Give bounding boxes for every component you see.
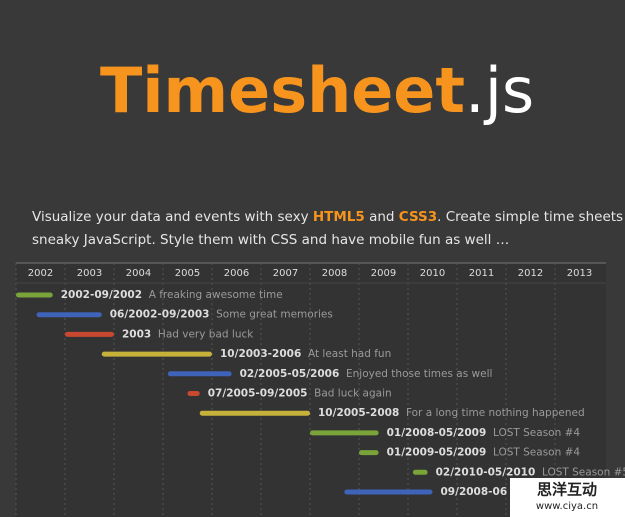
task-label: 2002-09/2002 A freaking awesome time	[61, 289, 283, 301]
intro-text: Visualize your data and events with sexy	[32, 209, 313, 225]
task-description: LOST Season #5	[542, 466, 625, 478]
task-date: 01/2009-05/2009	[387, 447, 487, 459]
x-tick-label: 2010	[420, 268, 445, 279]
x-tick-label: 2012	[518, 268, 543, 279]
x-tick-label: 2004	[126, 268, 151, 279]
task-label: 07/2005-09/2005 Bad luck again	[208, 388, 392, 400]
task-date: 10/2003-2006	[220, 348, 301, 360]
x-tick-label: 2009	[371, 268, 396, 279]
watermark-name: 思洋互动	[537, 481, 597, 499]
task-description: For a long time nothing happened	[406, 407, 585, 419]
x-tick-label: 2002	[28, 268, 53, 279]
x-tick-label: 2011	[469, 268, 494, 279]
task-label: 09/2008-06	[441, 486, 508, 498]
task-description: LOST Season #4	[493, 447, 580, 459]
task-bar	[199, 410, 310, 416]
task-bar	[359, 450, 379, 456]
task-description: Had very bad luck	[158, 328, 254, 340]
task-date: 2003	[122, 328, 151, 340]
watermark-url: www.ciya.cn	[536, 501, 598, 512]
task-bar	[412, 469, 428, 475]
task-date: 01/2008-05/2009	[387, 427, 487, 439]
x-tick-label: 2005	[175, 268, 200, 279]
task-label: 01/2009-05/2009 LOST Season #4	[387, 447, 581, 459]
task-bar	[310, 430, 379, 436]
task-date: 02/2010-05/2010	[436, 466, 536, 478]
intro-highlight: CSS3	[399, 209, 437, 225]
intro-highlight: HTML5	[313, 209, 365, 225]
task-label: 2003 Had very bad luck	[122, 328, 254, 340]
x-tick-label: 2007	[273, 268, 298, 279]
task-bar	[101, 351, 212, 357]
task-label: 06/2002-09/2003 Some great memories	[110, 309, 333, 321]
intro-line: Visualize your data and events with sexy…	[32, 209, 625, 225]
watermark-box	[510, 478, 625, 517]
task-label: 01/2008-05/2009 LOST Season #4	[387, 427, 581, 439]
x-tick-label: 2003	[77, 268, 102, 279]
task-bar	[344, 489, 433, 495]
intro-text: and	[365, 209, 399, 225]
task-bar	[16, 292, 53, 298]
task-description: At least had fun	[308, 348, 391, 360]
task-description: Some great memories	[216, 309, 333, 321]
logo: Timesheet.js	[100, 54, 534, 127]
task-description: A freaking awesome time	[149, 289, 283, 301]
task-label: 10/2005-2008 For a long time nothing hap…	[318, 407, 585, 419]
task-date: 10/2005-2008	[318, 407, 399, 419]
task-label: 10/2003-2006 At least had fun	[220, 348, 391, 360]
intro-text: . Create simple time sheets with	[437, 209, 625, 225]
task-date: 09/2008-06	[441, 486, 508, 498]
task-description: Bad luck again	[314, 388, 392, 400]
logo-suffix: .js	[465, 54, 534, 127]
task-bar	[167, 371, 232, 377]
task-bar	[187, 391, 200, 396]
task-bar	[65, 331, 114, 337]
task-description: Enjoyed those times as well	[346, 368, 492, 380]
intro-text: sneaky JavaScript. Style them with CSS a…	[32, 232, 509, 248]
task-description: LOST Season #4	[493, 427, 580, 439]
task-bar	[36, 312, 102, 318]
task-date: 2002-09/2002	[61, 289, 142, 301]
intro-line: sneaky JavaScript. Style them with CSS a…	[32, 232, 509, 248]
task-date: 07/2005-09/2005	[208, 388, 308, 400]
task-date: 06/2002-09/2003	[110, 309, 210, 321]
x-tick-label: 2013	[567, 268, 592, 279]
task-label: 02/2005-05/2006 Enjoyed those times as w…	[240, 368, 493, 380]
task-date: 02/2005-05/2006	[240, 368, 340, 380]
task-label: 02/2010-05/2010 LOST Season #5	[436, 466, 625, 478]
x-tick-label: 2008	[322, 268, 347, 279]
x-tick-label: 2006	[224, 268, 249, 279]
logo-main: Timesheet	[100, 54, 465, 127]
